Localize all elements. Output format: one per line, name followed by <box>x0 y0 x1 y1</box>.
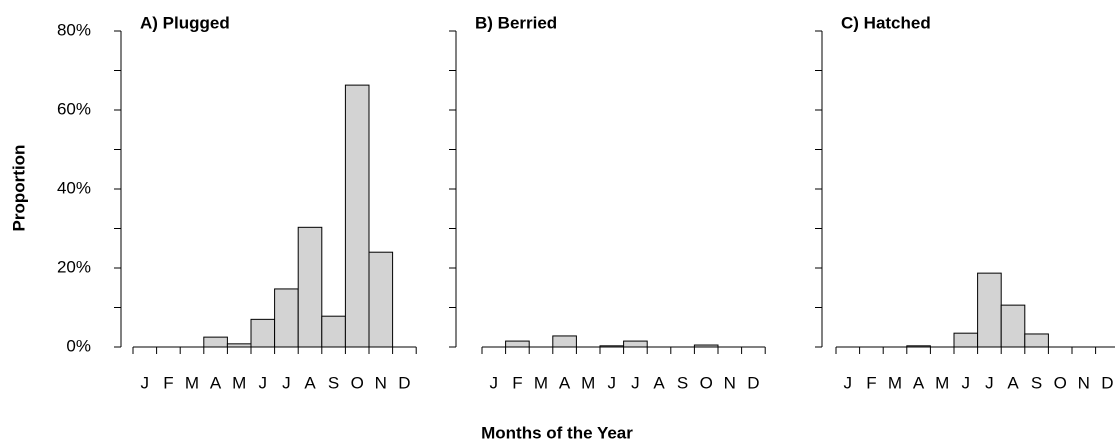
x-tick-label: M <box>232 373 246 392</box>
bar <box>321 315 346 348</box>
panel-title: A) Plugged <box>140 13 230 32</box>
x-tick-label: N <box>375 373 387 392</box>
x-tick-label: J <box>141 373 150 392</box>
x-tick-label: J <box>962 373 971 392</box>
y-tick-label: 40% <box>57 178 91 197</box>
x-tick-label: N <box>724 373 736 392</box>
x-tick-label: J <box>608 373 617 392</box>
y-axis-label: Proportion <box>9 145 28 232</box>
x-tick-label: N <box>1078 373 1090 392</box>
x-axis-label: Months of the Year <box>481 423 633 442</box>
y-tick-label: 0% <box>66 336 91 355</box>
x-tick-label: A <box>559 373 571 392</box>
bar <box>693 344 719 348</box>
x-tick-label: J <box>490 373 499 392</box>
bar <box>297 226 323 348</box>
x-tick-label: S <box>328 373 339 392</box>
y-tick-label: 20% <box>57 257 91 276</box>
x-tick-label: O <box>351 373 364 392</box>
x-tick-label: A <box>653 373 665 392</box>
bar <box>1024 333 1049 348</box>
y-tick-label: 60% <box>57 99 91 118</box>
panel-title: B) Berried <box>475 13 557 32</box>
x-tick-label: D <box>747 373 759 392</box>
x-tick-label: O <box>1054 373 1067 392</box>
bar <box>505 340 530 348</box>
x-tick-label: J <box>985 373 994 392</box>
bar <box>599 345 625 348</box>
bar <box>368 251 394 348</box>
panel-title: C) Hatched <box>841 13 931 32</box>
bar <box>226 343 252 348</box>
bar <box>203 336 228 348</box>
x-tick-label: J <box>259 373 268 392</box>
x-tick-label: A <box>304 373 316 392</box>
x-tick-label: D <box>1101 373 1113 392</box>
x-tick-label: F <box>512 373 522 392</box>
bar <box>250 318 276 348</box>
bar <box>1000 304 1026 348</box>
x-tick-label: M <box>534 373 548 392</box>
x-tick-label: M <box>581 373 595 392</box>
x-tick-label: A <box>1007 373 1019 392</box>
x-tick-label: S <box>677 373 688 392</box>
x-tick-label: J <box>844 373 853 392</box>
x-tick-label: M <box>888 373 902 392</box>
x-tick-label: S <box>1031 373 1042 392</box>
x-tick-label: O <box>700 373 713 392</box>
x-tick-label: F <box>163 373 173 392</box>
x-tick-label: J <box>631 373 640 392</box>
x-tick-label: J <box>282 373 291 392</box>
bar <box>623 340 648 348</box>
x-tick-label: D <box>398 373 410 392</box>
x-tick-label: A <box>913 373 925 392</box>
bar <box>906 345 931 348</box>
bar <box>552 335 577 348</box>
bar <box>953 332 979 348</box>
x-tick-label: M <box>935 373 949 392</box>
x-tick-label: F <box>866 373 876 392</box>
x-tick-label: A <box>210 373 222 392</box>
y-tick-label: 80% <box>57 20 91 39</box>
bar <box>344 84 370 348</box>
bar <box>977 272 1002 348</box>
bar <box>274 288 299 348</box>
x-tick-label: M <box>185 373 199 392</box>
